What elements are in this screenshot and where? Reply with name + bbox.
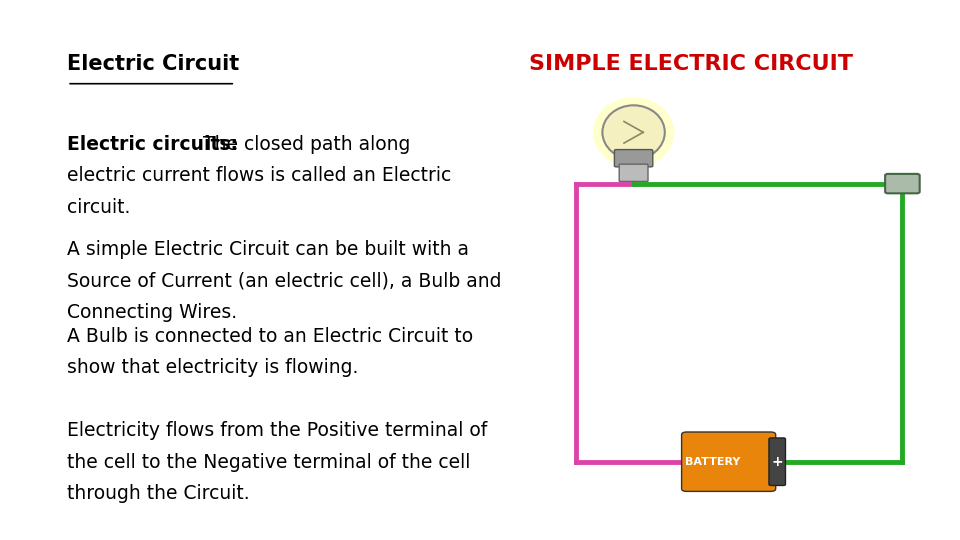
Text: The closed path along: The closed path along [197, 135, 410, 154]
Text: Source of Current (an electric cell), a Bulb and: Source of Current (an electric cell), a … [67, 272, 502, 291]
Ellipse shape [603, 105, 665, 159]
Text: the cell to the Negative terminal of the cell: the cell to the Negative terminal of the… [67, 453, 470, 471]
FancyBboxPatch shape [619, 164, 648, 181]
Text: SIMPLE ELECTRIC CIRCUIT: SIMPLE ELECTRIC CIRCUIT [529, 54, 853, 74]
FancyBboxPatch shape [885, 174, 920, 193]
Text: +: + [772, 455, 783, 469]
Text: Electric circuits:: Electric circuits: [67, 135, 238, 154]
Text: Connecting Wires.: Connecting Wires. [67, 303, 237, 322]
Text: through the Circuit.: through the Circuit. [67, 484, 250, 503]
Text: A simple Electric Circuit can be built with a: A simple Electric Circuit can be built w… [67, 240, 469, 259]
Text: circuit.: circuit. [67, 198, 131, 217]
FancyBboxPatch shape [614, 150, 653, 167]
Text: Electric Circuit: Electric Circuit [67, 54, 239, 74]
FancyBboxPatch shape [769, 438, 785, 485]
Text: electric current flows is called an Electric: electric current flows is called an Elec… [67, 166, 451, 185]
Text: Electricity flows from the Positive terminal of: Electricity flows from the Positive term… [67, 421, 488, 440]
Text: A Bulb is connected to an Electric Circuit to: A Bulb is connected to an Electric Circu… [67, 327, 473, 346]
FancyBboxPatch shape [682, 432, 776, 491]
Ellipse shape [593, 97, 674, 167]
Text: show that electricity is flowing.: show that electricity is flowing. [67, 358, 359, 377]
Text: BATTERY: BATTERY [684, 457, 740, 467]
